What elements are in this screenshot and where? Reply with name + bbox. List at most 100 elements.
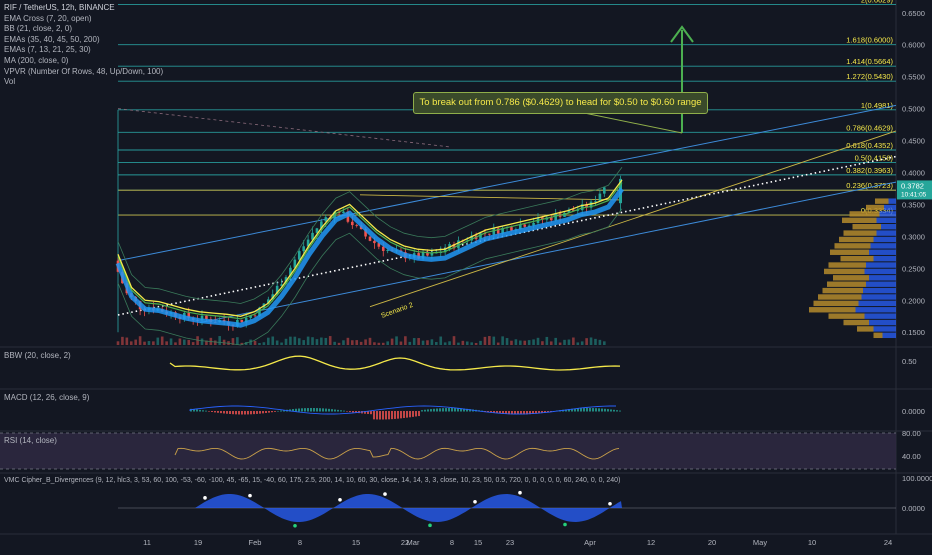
price-tick-label[interactable]: 0.5500 — [902, 73, 925, 82]
rsi-tick-label[interactable]: 40.00 — [902, 452, 921, 461]
candle[interactable] — [443, 249, 447, 253]
candle[interactable] — [523, 224, 527, 227]
candle[interactable] — [368, 236, 372, 241]
candle[interactable] — [470, 235, 473, 241]
candle[interactable] — [598, 193, 602, 201]
time-tick-label[interactable]: 10 — [808, 538, 816, 547]
candle[interactable] — [320, 221, 323, 229]
candle[interactable] — [315, 228, 319, 233]
chart-title[interactable]: RIF / TetherUS, 12h, BINANCE — [4, 3, 115, 12]
indicator-bb[interactable]: BB (21, close, 2, 0) — [4, 24, 73, 34]
candle[interactable] — [289, 267, 292, 278]
price-tick-label[interactable]: 0.2500 — [902, 264, 925, 273]
indicator-vpvr[interactable]: VPVR (Number Of Rows, 48, Up/Down, 100) — [4, 66, 164, 76]
fib-level-label[interactable]: 0.236(0.3723) — [846, 181, 893, 190]
candle[interactable] — [280, 284, 283, 286]
vmc-pane-label[interactable]: VMC Cipher_B_Divergences (9, 12, hlc3, 3… — [4, 477, 621, 484]
candle[interactable] — [594, 200, 597, 202]
fib-level-label[interactable]: 1(0.4981) — [861, 101, 894, 110]
price-tick-label[interactable]: 0.1500 — [902, 328, 925, 337]
candle[interactable] — [293, 259, 297, 268]
current-price-label[interactable]: 0.3782 — [901, 181, 924, 190]
fib-level-label[interactable]: 0.618(0.4352) — [846, 141, 893, 150]
bbw-tick-label[interactable]: 0.50 — [902, 357, 917, 366]
fib-level-label[interactable]: 0.382(0.3963) — [846, 166, 893, 175]
candle[interactable] — [244, 317, 248, 323]
price-tick-label[interactable]: 0.4000 — [902, 169, 925, 178]
candle[interactable] — [483, 233, 487, 235]
time-tick-label[interactable]: 8 — [298, 538, 302, 547]
fib-level-label[interactable]: 1.618(0.6000) — [846, 36, 893, 45]
indicator-ema-cross[interactable]: EMA Cross (7, 20, open) — [4, 13, 92, 23]
candle[interactable] — [501, 227, 504, 234]
candle[interactable] — [563, 212, 566, 217]
candle[interactable] — [187, 312, 191, 318]
time-tick-label[interactable]: 8 — [450, 538, 454, 547]
candle[interactable] — [373, 240, 376, 244]
fib-level-label[interactable]: 1.272(0.5430) — [846, 72, 893, 81]
candle[interactable] — [324, 217, 328, 222]
price-tick-label[interactable]: 0.2000 — [902, 296, 925, 305]
current-price-tag[interactable] — [897, 180, 932, 200]
fib-level-label[interactable]: 0(0.3334) — [861, 206, 894, 215]
candle[interactable] — [297, 251, 301, 260]
price-tick-label[interactable]: 0.3500 — [902, 200, 925, 209]
macd-pane-label[interactable]: MACD (12, 26, close, 9) — [4, 393, 90, 402]
candle[interactable] — [355, 225, 359, 226]
candle[interactable] — [457, 240, 460, 249]
fib-level-label[interactable]: 1.414(0.5664) — [846, 57, 893, 66]
annotation-note[interactable]: To break out from 0.786 ($0.4629) to hea… — [413, 92, 708, 114]
candle[interactable] — [386, 249, 389, 251]
vmc-tick-label[interactable]: 100.0000 — [902, 474, 932, 483]
indicator-emas-long[interactable]: EMAs (35, 40, 45, 50, 200) — [4, 34, 100, 44]
candle[interactable] — [549, 217, 553, 221]
time-tick-label[interactable]: May — [753, 538, 767, 547]
candle[interactable] — [200, 315, 204, 321]
time-tick-label[interactable]: 11 — [143, 538, 151, 547]
candle[interactable] — [452, 244, 456, 249]
indicator-ma[interactable]: MA (200, close, 0) — [4, 55, 69, 65]
candle[interactable] — [302, 246, 305, 252]
candle[interactable] — [267, 299, 270, 304]
time-tick-label[interactable]: 24 — [884, 538, 892, 547]
candle[interactable] — [532, 222, 535, 226]
candle[interactable] — [479, 233, 482, 240]
countdown-label[interactable]: 10:41:05 — [901, 191, 927, 198]
price-tick-label[interactable]: 0.6000 — [902, 41, 925, 50]
candle[interactable] — [364, 229, 367, 237]
candle[interactable] — [240, 319, 244, 323]
candle[interactable] — [306, 239, 310, 247]
candle[interactable] — [510, 227, 513, 231]
time-tick-label[interactable]: 15 — [352, 538, 360, 547]
candle[interactable] — [421, 252, 425, 259]
macd-tick-label[interactable]: 0.0000 — [902, 407, 925, 416]
candle[interactable] — [488, 233, 491, 235]
candle[interactable] — [576, 210, 580, 211]
candle[interactable] — [249, 315, 252, 318]
price-tick-label[interactable]: 0.4500 — [902, 137, 925, 146]
candle[interactable] — [580, 204, 584, 211]
candle[interactable] — [205, 315, 208, 320]
candle[interactable] — [342, 211, 345, 214]
time-tick-label[interactable]: 23 — [506, 538, 514, 547]
candle[interactable] — [541, 217, 544, 220]
time-tick-label[interactable]: Mar — [407, 538, 420, 547]
candle[interactable] — [492, 228, 496, 235]
time-tick-label[interactable]: 15 — [474, 538, 482, 547]
candle[interactable] — [430, 253, 434, 256]
candle[interactable] — [527, 225, 531, 227]
time-tick-label[interactable]: 19 — [194, 538, 202, 547]
fib-level-label[interactable]: 2(0.6629) — [861, 0, 894, 5]
candle[interactable] — [377, 243, 381, 247]
time-tick-label[interactable]: 12 — [647, 538, 655, 547]
candle[interactable] — [426, 252, 429, 256]
rsi-pane-label[interactable]: RSI (14, close) — [4, 436, 57, 445]
candle[interactable] — [567, 209, 571, 213]
candle[interactable] — [496, 228, 500, 234]
candle[interactable] — [585, 204, 588, 208]
time-tick-label[interactable]: 22 — [401, 538, 409, 547]
candle[interactable] — [253, 315, 257, 317]
candle[interactable] — [554, 213, 557, 221]
bbw-pane-label[interactable]: BBW (20, close, 2) — [4, 351, 71, 360]
